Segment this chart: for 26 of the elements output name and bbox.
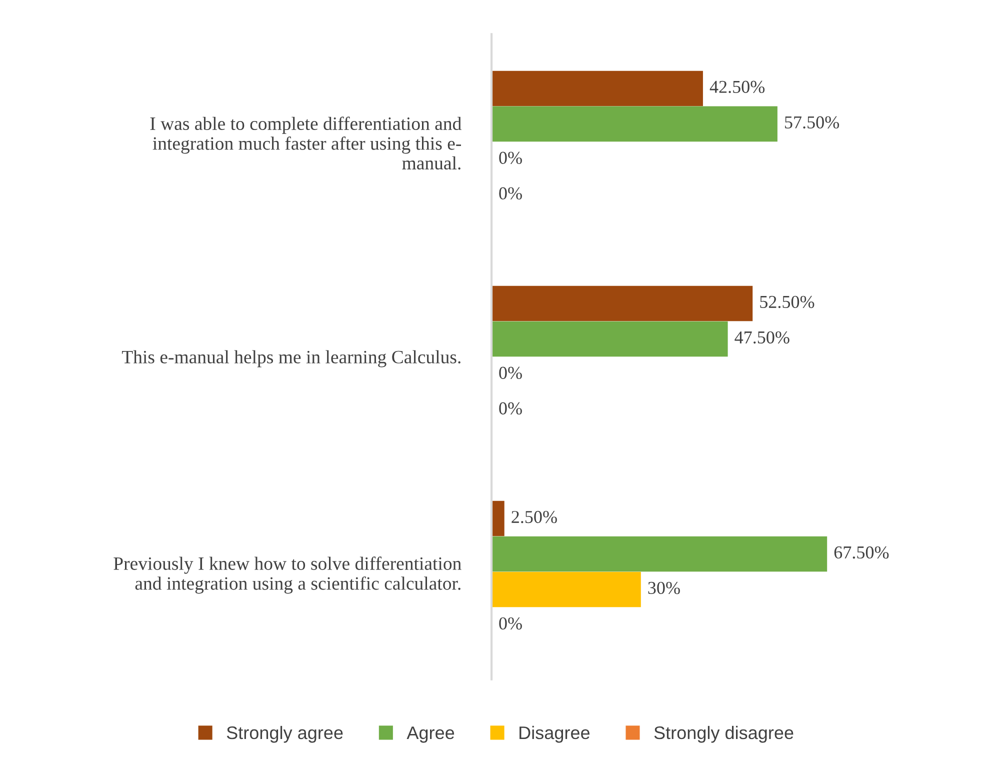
- legend-label: Agree: [406, 726, 454, 743]
- bar: [492, 500, 504, 536]
- data-label: 30%: [648, 582, 680, 594]
- bar: [492, 106, 778, 142]
- data-label: 0%: [499, 187, 522, 200]
- y-tick-label: This e-manual helps me in learning Calculus.: [122, 350, 460, 368]
- data-label: 0%: [499, 152, 522, 164]
- legend-label: Disagree: [520, 726, 590, 743]
- data-label: 57.50%: [785, 116, 840, 129]
- data-label: 0%: [499, 617, 522, 630]
- bar: [492, 70, 703, 106]
- bar: [492, 286, 753, 322]
- data-label: 42.50%: [710, 80, 765, 94]
- legend-label: Strongly agree: [226, 726, 343, 743]
- bar: [492, 321, 728, 357]
- bar: [492, 572, 641, 608]
- data-label: 0%: [499, 402, 522, 415]
- data-label: 52.50%: [760, 296, 814, 308]
- data-label: 67.50%: [834, 546, 889, 559]
- y-tick-label: I was able to complete differentiation and integration much faster after using this e- manual.: [150, 116, 462, 170]
- y-tick-label: Previously I knew how to solve differentiation and integration using a scientific calculator.: [114, 556, 462, 594]
- data-label: 0%: [499, 366, 522, 380]
- bar: [492, 536, 828, 572]
- data-label: 47.50%: [734, 331, 790, 344]
- legend-label: Strongly disagree: [654, 726, 794, 743]
- data-label: 2.50%: [512, 510, 557, 524]
